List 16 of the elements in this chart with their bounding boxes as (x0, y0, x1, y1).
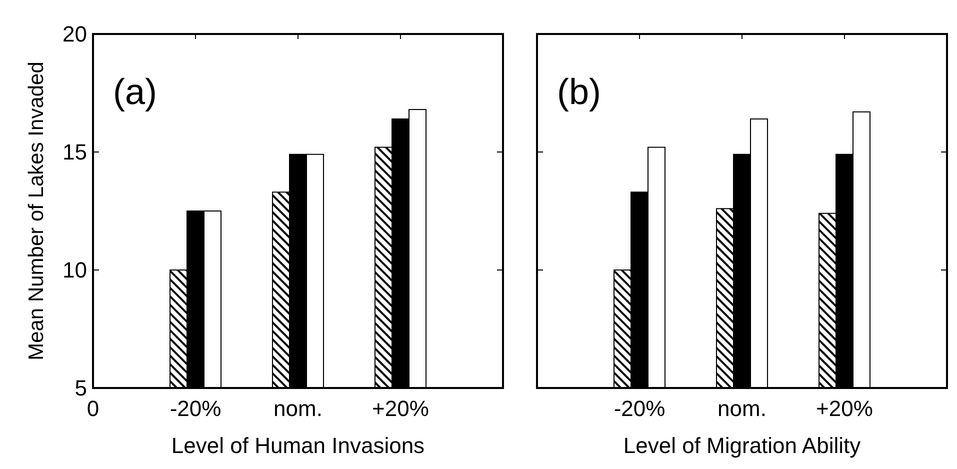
x-tick-label: 0 (86, 396, 100, 421)
x-axis-title: Level of Migration Ability (623, 433, 861, 458)
annotation: (b) (557, 71, 601, 112)
y-tick-label: 5 (74, 376, 87, 401)
x-tick-label: nom. (274, 396, 322, 421)
y-tick-label: 10 (62, 258, 87, 283)
x-axis-title: Level of Human Invasions (171, 433, 425, 458)
x-tick-label: +20% (372, 396, 429, 421)
y-tick-label: 20 (62, 22, 87, 47)
y-tick-label: 15 (62, 140, 87, 165)
x-tick-label: -20% (614, 396, 666, 421)
y-axis-title: Mean Number of Lakes Invaded (25, 62, 48, 360)
x-tick-label: nom. (718, 396, 766, 421)
x-tick-label: +20% (816, 396, 873, 421)
x-tick-label: -20% (170, 396, 222, 421)
annotation: (a) (113, 71, 157, 112)
